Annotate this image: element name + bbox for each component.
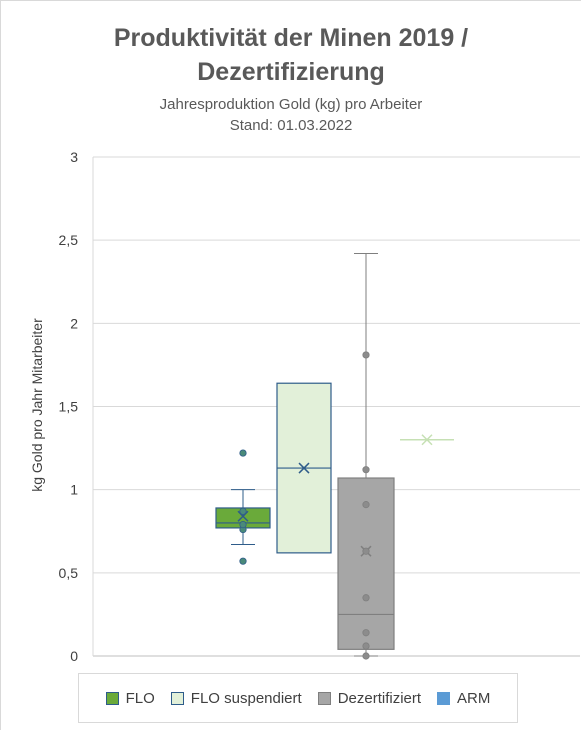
legend: FLO FLO suspendiert Dezertifiziert ARM [78,673,518,723]
legend-label: Dezertifiziert [337,689,422,707]
data-point [239,507,247,515]
legend-swatch [170,691,184,705]
legend-item: ARM [437,690,490,707]
data-point [362,652,370,660]
legend-label: FLO [125,689,155,707]
y-tick-label: 2,5 [59,232,79,248]
legend-item: FLO [105,689,155,707]
legend-item: Dezertifiziert [317,689,422,707]
legend-swatch [437,691,451,705]
chart-subtitle: Jahresproduktion Gold (kg) pro Arbeiter [159,96,423,113]
mean-marker [237,510,249,522]
chart-title-line1: Produktivität der Minen 2019 / [113,24,469,52]
box-flo-suspendiert [276,382,332,554]
data-point [239,557,247,565]
box-arm [400,434,454,446]
data-point [362,501,370,509]
data-point [362,642,370,650]
mean-marker [298,462,310,474]
data-point [362,629,370,637]
y-tick-label: 1,5 [59,399,79,415]
data-point [239,449,247,457]
chart-title-line2: Dezertifizierung [197,58,385,86]
legend-item: FLO suspendiert [170,689,302,707]
legend-label: FLO suspendiert [190,689,302,707]
y-tick-label: 0 [70,648,78,664]
box-dezertifiziert [337,252,395,660]
box-flo [215,449,271,565]
legend-swatch [105,691,119,705]
data-point [362,547,370,555]
y-tick-label: 3 [70,149,78,165]
data-point [362,466,370,474]
data-point [362,351,370,359]
data-point [239,520,247,529]
legend-label: ARM [457,689,491,707]
y-tick-label: 2 [70,315,78,331]
y-tick-label: 0,5 [59,565,79,581]
y-axis-label: kg Gold pro Jahr Mitarbeiter [29,318,45,492]
legend-swatch [317,691,331,705]
chart-subtitle-date: Stand: 01.03.2022 [229,117,353,134]
y-tick-label: 1 [70,482,78,498]
mean-marker [421,434,433,446]
data-point [362,594,370,602]
